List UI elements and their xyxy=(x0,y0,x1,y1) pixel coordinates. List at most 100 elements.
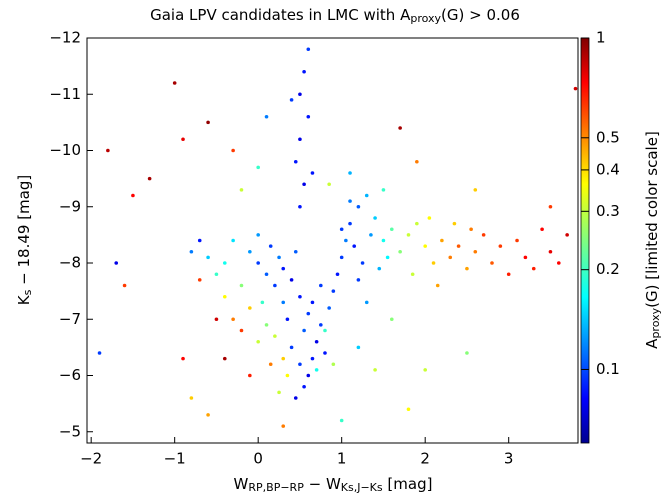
point xyxy=(231,148,235,153)
point xyxy=(277,390,281,395)
point xyxy=(273,334,277,338)
point xyxy=(327,306,331,310)
point xyxy=(548,204,553,209)
point xyxy=(281,356,286,361)
point xyxy=(481,233,486,237)
point xyxy=(222,294,227,299)
point xyxy=(289,98,294,102)
point xyxy=(239,283,244,288)
point xyxy=(531,266,536,271)
point xyxy=(264,114,269,119)
x-tick-label: 1 xyxy=(337,450,347,468)
x-axis-label: WRP,BP−RP − WKs,J−Ks [mag] xyxy=(234,475,433,495)
point xyxy=(147,176,152,181)
x-tick-label: 2 xyxy=(420,450,430,468)
point xyxy=(298,294,302,299)
y-tick-label: −11 xyxy=(49,85,81,103)
x-tick-label: −1 xyxy=(164,450,186,468)
point xyxy=(310,356,315,361)
point xyxy=(281,266,286,271)
point xyxy=(277,255,281,260)
point xyxy=(306,373,311,378)
point xyxy=(565,233,569,237)
point xyxy=(406,407,411,412)
point xyxy=(310,171,315,175)
point xyxy=(381,188,386,192)
point xyxy=(181,137,185,142)
point xyxy=(523,255,528,260)
y-tick-label: −10 xyxy=(49,141,81,159)
point xyxy=(197,238,202,243)
point xyxy=(498,244,503,248)
point xyxy=(381,238,386,243)
point xyxy=(440,238,444,243)
point xyxy=(248,249,252,254)
colorbar-tick-label: 0.5 xyxy=(596,128,620,146)
point xyxy=(364,300,369,305)
colorbar-tick-label: 0.3 xyxy=(596,202,620,220)
y-tick-label: −9 xyxy=(59,197,81,215)
point xyxy=(197,278,202,282)
point xyxy=(490,261,494,265)
point xyxy=(214,317,219,322)
point xyxy=(306,311,311,316)
point xyxy=(222,356,227,361)
colorbar-tick-label: 0.4 xyxy=(596,160,620,178)
point xyxy=(356,278,361,282)
point xyxy=(302,384,306,389)
point xyxy=(473,249,478,254)
y-tick-label: −8 xyxy=(59,254,81,272)
point xyxy=(231,317,235,322)
point xyxy=(415,159,419,164)
point xyxy=(222,261,227,265)
point xyxy=(264,272,269,277)
point xyxy=(172,81,177,85)
point xyxy=(369,233,373,237)
point xyxy=(331,362,336,367)
point xyxy=(415,221,419,226)
point xyxy=(106,148,110,153)
point xyxy=(356,204,361,209)
point xyxy=(256,233,260,237)
chart-title: Gaia LPV candidates in LMC with Aproxy(G… xyxy=(150,6,520,26)
point xyxy=(360,261,365,265)
point xyxy=(256,261,260,265)
colorbar-tick-label: 0.2 xyxy=(596,260,620,278)
point xyxy=(406,233,411,237)
point xyxy=(314,368,319,372)
point xyxy=(335,272,340,277)
point xyxy=(452,221,457,226)
point xyxy=(285,317,290,322)
point xyxy=(298,362,302,367)
point xyxy=(398,249,402,254)
point xyxy=(239,188,244,192)
point xyxy=(293,249,298,254)
point xyxy=(556,261,561,265)
point xyxy=(389,227,394,232)
point xyxy=(319,283,323,288)
point xyxy=(285,373,290,378)
point xyxy=(456,244,461,248)
point xyxy=(506,272,511,277)
point xyxy=(323,328,327,333)
point xyxy=(298,204,302,209)
point xyxy=(289,278,294,282)
point xyxy=(248,373,252,378)
point xyxy=(231,238,235,243)
point xyxy=(515,238,519,243)
x-tick-label: −2 xyxy=(80,450,102,468)
colorbar xyxy=(580,37,590,444)
point xyxy=(302,182,306,187)
colorbar-tick-label: 1 xyxy=(596,29,606,47)
point xyxy=(206,255,210,260)
point xyxy=(239,328,244,333)
point xyxy=(302,328,306,333)
point xyxy=(348,221,352,226)
point xyxy=(306,114,311,119)
point xyxy=(448,255,453,260)
point xyxy=(573,86,578,91)
point xyxy=(344,238,348,243)
point xyxy=(339,418,344,423)
point xyxy=(364,193,369,198)
point xyxy=(310,300,315,305)
